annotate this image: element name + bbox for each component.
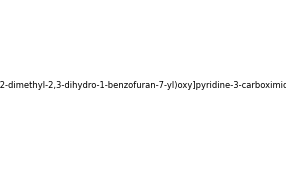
Text: 2-[(2,2-dimethyl-2,3-dihydro-1-benzofuran-7-yl)oxy]pyridine-3-carboximidamide: 2-[(2,2-dimethyl-2,3-dihydro-1-benzofura… [0,81,286,90]
